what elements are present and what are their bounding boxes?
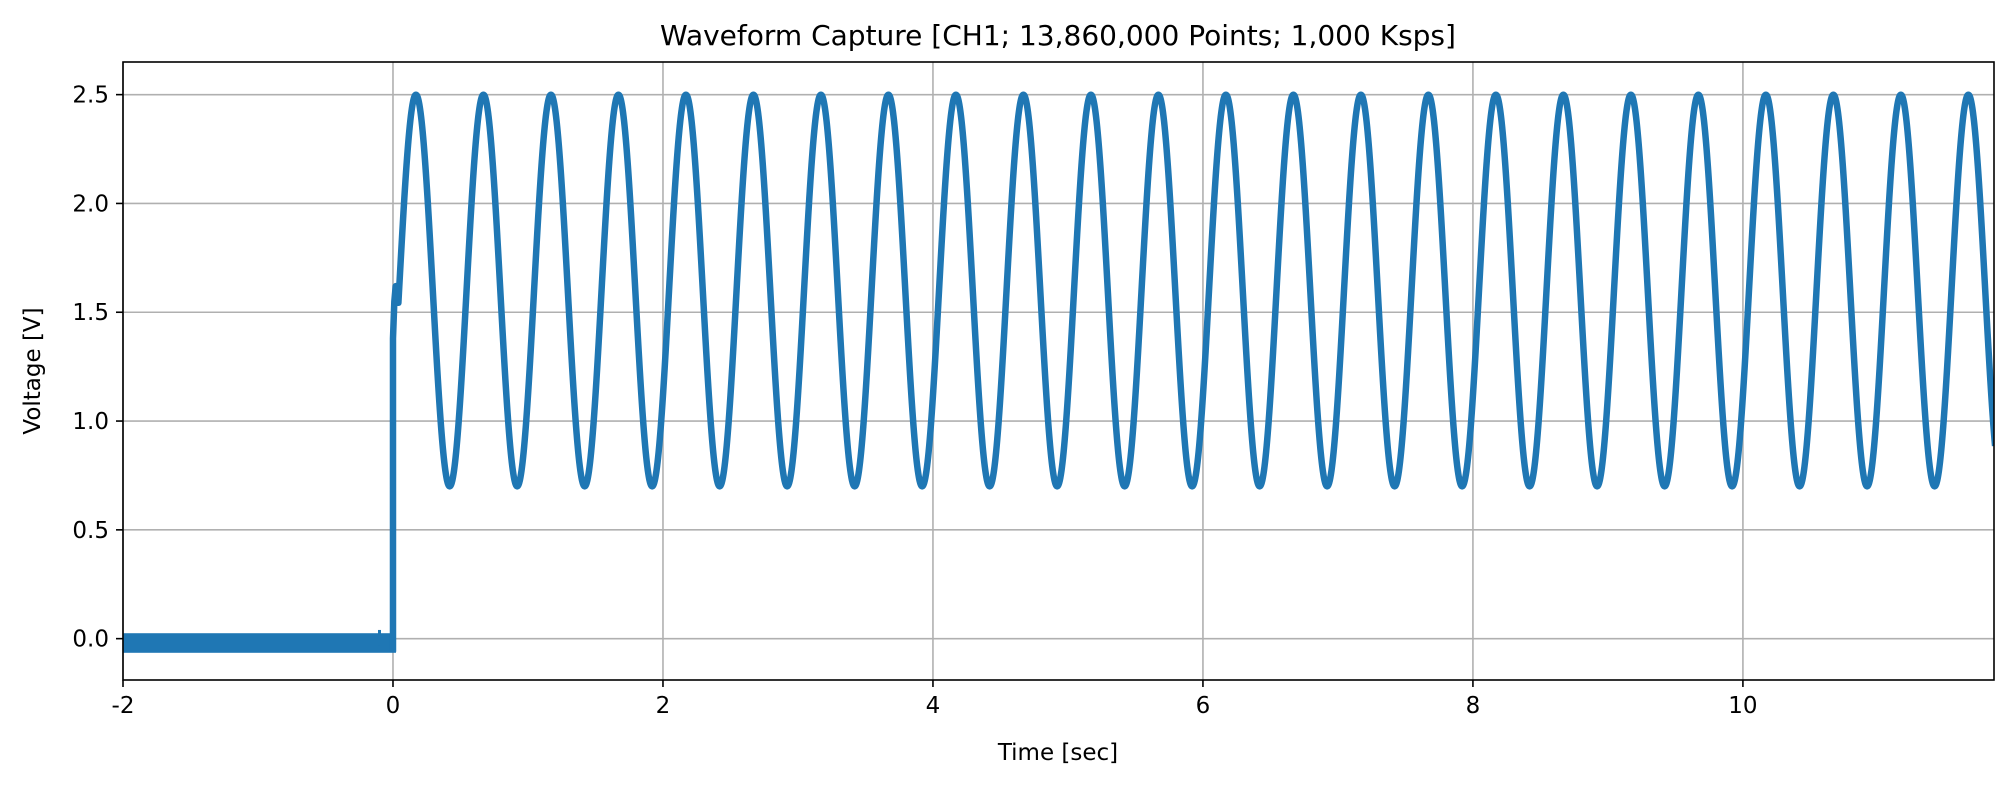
baseline-band bbox=[123, 633, 396, 653]
y-tick-label: 1.5 bbox=[72, 300, 109, 326]
x-tick-label: 0 bbox=[386, 693, 401, 719]
y-tick-label: 2.0 bbox=[72, 191, 109, 217]
grid-lines bbox=[122, 62, 1994, 680]
x-tick-label: 4 bbox=[926, 693, 941, 719]
y-axis-ticks: 0.0 0.5 1.0 1.5 2.0 2.5 bbox=[72, 83, 123, 653]
y-tick-label: 0.0 bbox=[72, 627, 109, 653]
y-tick-label: 2.5 bbox=[72, 83, 109, 109]
x-tick-label: 6 bbox=[1196, 693, 1211, 719]
plot-frame bbox=[122, 61, 1995, 681]
x-tick-label: 2 bbox=[656, 693, 671, 719]
x-axis-ticks: -2 0 2 4 6 8 10 bbox=[112, 680, 1758, 719]
waveform-line bbox=[389, 91, 1994, 652]
y-tick-label: 1.0 bbox=[72, 409, 109, 435]
x-axis-label: Time [sec] bbox=[997, 740, 1118, 766]
y-axis-label: Voltage [V] bbox=[20, 307, 46, 434]
chart-title: Waveform Capture [CH1; 13,860,000 Points… bbox=[660, 19, 1456, 52]
x-tick-label: -2 bbox=[112, 693, 135, 719]
x-tick-label: 10 bbox=[1728, 693, 1757, 719]
x-tick-label: 8 bbox=[1466, 693, 1481, 719]
waveform-trace bbox=[123, 91, 1994, 653]
y-tick-label: 0.5 bbox=[72, 518, 109, 544]
